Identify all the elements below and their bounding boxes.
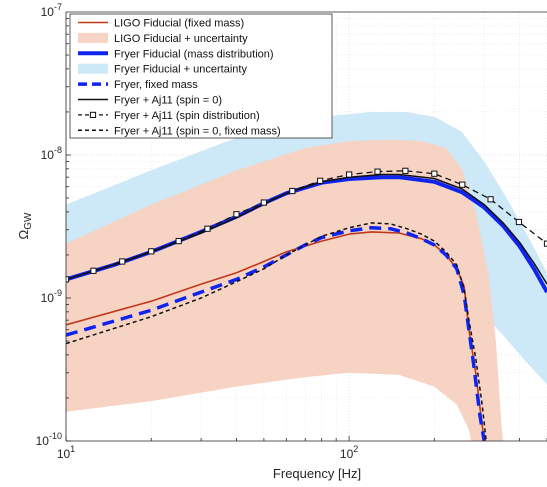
legend: LIGO Fiducial (fixed mass) LIGO Fiducial … [69, 13, 333, 139]
legend-item: Fryer, fixed mass [78, 79, 198, 91]
series-marker [515, 218, 523, 226]
y-tick-label: 10-7 [41, 2, 62, 19]
series-line-3 [66, 173, 547, 285]
legend-label: Fryer Fiducial + uncertainty [114, 64, 247, 76]
series-marker [431, 170, 438, 177]
legend-label: LIGO Fiducial (fixed mass) [114, 18, 244, 30]
series-line-5 [66, 222, 487, 441]
x-tick-label: 101 [57, 444, 75, 461]
legend-label: Fryer Fiducial (mass distribution) [114, 48, 274, 60]
series-marker [374, 168, 381, 175]
series-marker [459, 181, 466, 188]
legend-item: LIGO Fiducial + uncertainty [78, 32, 248, 45]
legend-label: Fryer, fixed mass [114, 79, 198, 91]
legend-label: Fryer + Aj11 (spin distribution) [114, 110, 260, 122]
band-1 [66, 139, 504, 441]
legend-item: LIGO Fiducial (fixed mass) [78, 18, 244, 30]
series-marker [204, 225, 211, 232]
series-marker [119, 258, 126, 265]
series-marker [148, 248, 155, 255]
legend-item: Fryer + Aj11 (spin = 0) [78, 95, 222, 107]
tick-labels: 101 102 10-10 10-9 10-8 10-7 [36, 2, 359, 461]
legend-box [69, 13, 333, 139]
series-marker [175, 237, 182, 245]
series-marker [260, 199, 267, 206]
series-marker [487, 196, 494, 203]
series-line-2 [66, 225, 486, 441]
series-marker [289, 187, 296, 195]
x-axis-label: Frequency [Hz] [273, 466, 361, 481]
y-tick-label: 10-9 [41, 288, 62, 305]
legend-label: Fryer + Aj11 (spin = 0, fixed mass) [114, 125, 281, 137]
legend-swatch [78, 63, 108, 74]
legend-item: Fryer Fiducial (mass distribution) [78, 48, 274, 60]
series-marker [402, 167, 409, 174]
legend-marker [89, 111, 97, 119]
axes [65, 11, 547, 442]
y-axis-label: ΩGW [16, 212, 34, 239]
legend-item: Fryer Fiducial + uncertainty [78, 64, 247, 76]
x-tick-label: 102 [340, 444, 358, 461]
series-marker [543, 240, 547, 247]
legend-swatch [78, 32, 108, 43]
y-axis-label-sub: GW [23, 212, 34, 230]
series-marker [317, 177, 324, 184]
series-line-4 [66, 170, 547, 281]
series-marker [233, 211, 240, 218]
series-lines [66, 167, 547, 441]
legend-item: Fryer + Aj11 (spin = 0, fixed mass) [78, 125, 281, 137]
y-axis-label-main: Ω [16, 229, 31, 239]
series-marker [90, 267, 97, 274]
y-tick-label: 10-10 [36, 431, 62, 448]
legend-label: Fryer + Aj11 (spin = 0) [114, 95, 222, 107]
legend-item: Fryer + Aj11 (spin distribution) [78, 110, 260, 122]
legend-label: LIGO Fiducial + uncertainty [114, 33, 248, 45]
y-tick-label: 10-8 [41, 145, 62, 162]
series-marker [346, 171, 353, 178]
